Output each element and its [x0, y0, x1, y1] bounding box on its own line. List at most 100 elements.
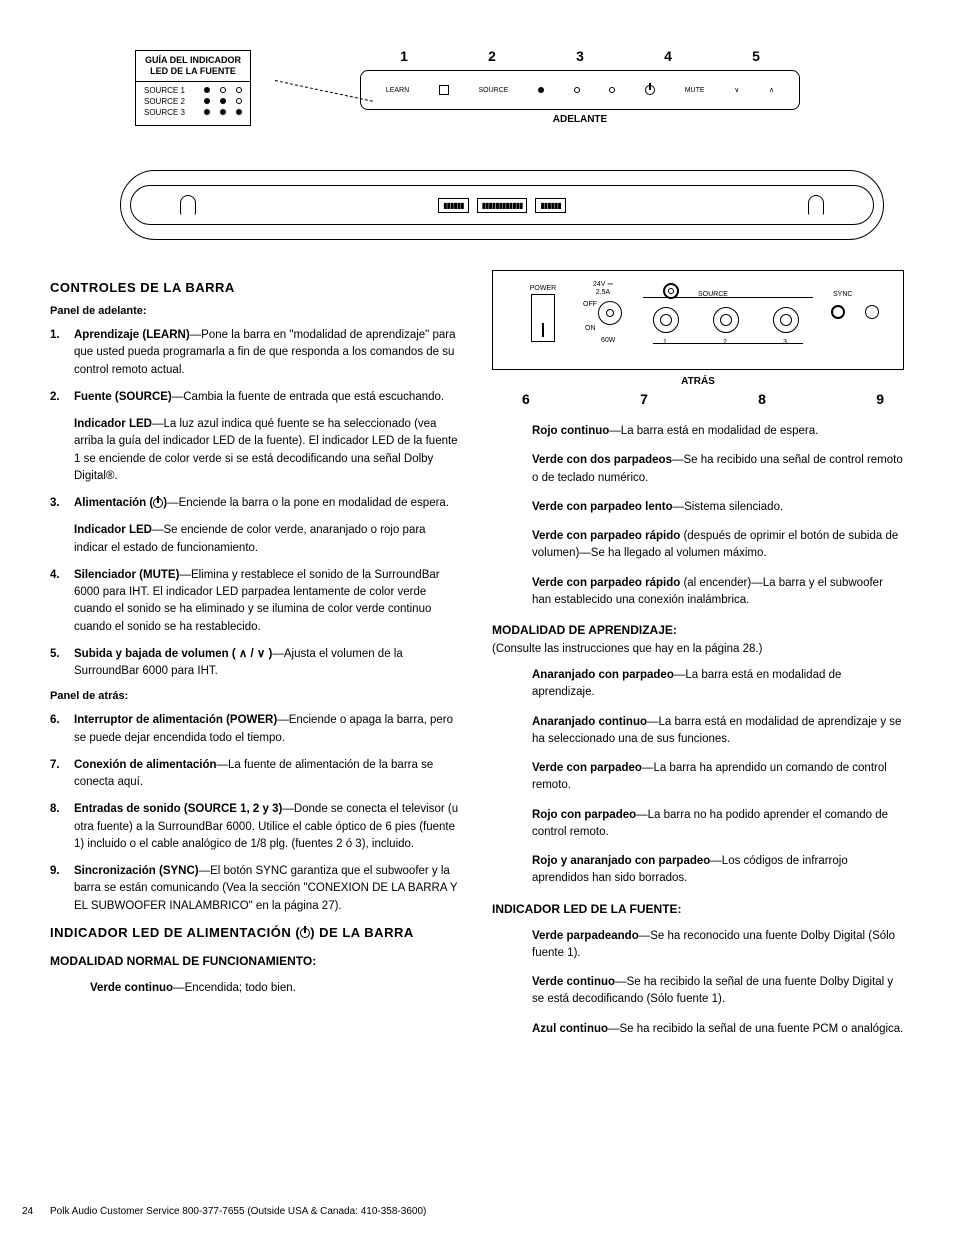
- num-6: 6: [522, 391, 530, 407]
- jack-2-icon: [713, 307, 739, 333]
- mount-loop-icon: [180, 195, 196, 215]
- off-label: OFF: [583, 301, 597, 308]
- status-item: Rojo con parpadeo—La barra no ha podido …: [532, 807, 904, 842]
- vol-up-icon: ∧: [769, 86, 774, 94]
- list-item: 7.Conexión de alimentación—La fuente de …: [74, 757, 462, 792]
- item-num: 4.: [50, 567, 60, 584]
- mount-loop-icon: [808, 195, 824, 215]
- list-item: 5.Subida y bajada de volumen ( ∧ / ∨ )—A…: [74, 646, 462, 681]
- status-title: Verde con parpadeo rápido: [532, 577, 680, 589]
- status-title: Anaranjado con parpadeo: [532, 669, 674, 681]
- item-num: 5.: [50, 646, 60, 663]
- status-title: Azul continuo: [532, 1023, 608, 1035]
- src-led-icon: [538, 87, 544, 93]
- status-title: Verde con parpadeo: [532, 762, 642, 774]
- para-title: Indicador LED: [74, 524, 152, 536]
- on-label: ON: [585, 325, 596, 332]
- num-2: 2: [488, 48, 496, 64]
- power-conn-icon: [598, 301, 622, 325]
- status-item: Verde continuo—Encendida; todo bien.: [90, 980, 462, 997]
- sub-front: Panel de adelante:: [50, 305, 462, 317]
- front-panel: LEARN SOURCE MUTE ∨ ∧ ADELANTE: [360, 70, 800, 125]
- connector-line: [275, 80, 373, 102]
- amp-label: 2.5A: [596, 289, 610, 296]
- learn-button-icon: [439, 85, 449, 95]
- item-title: Sincronización (SYNC): [74, 865, 199, 877]
- item-title: Conexión de alimentación: [74, 759, 217, 771]
- sub-normal: MODALIDAD NORMAL DE FUNCIONAMIENTO:: [50, 954, 462, 968]
- vol-down-icon: ∨: [734, 86, 739, 94]
- list-item: 8.Entradas de sonido (SOURCE 1, 2 y 3)—D…: [74, 801, 462, 853]
- sub-src-led: INDICADOR LED DE LA FUENTE:: [492, 902, 904, 916]
- num-9: 9: [876, 391, 884, 407]
- status-desc: —Se ha recibido la señal de una fuente P…: [608, 1023, 903, 1035]
- status-title: Rojo y anaranjado con parpadeo: [532, 855, 710, 867]
- led-guide-title-1: GUÍA DEL INDICADOR: [145, 55, 241, 65]
- sub-learn: MODALIDAD DE APRENDIZAJE:: [492, 623, 904, 637]
- item-title: Aprendizaje (LEARN): [74, 329, 190, 341]
- power-label: POWER: [513, 285, 573, 292]
- source-line: [643, 297, 813, 298]
- sync-button-icon: [831, 305, 845, 319]
- status-item: Verde con parpadeo rápido (al encender)—…: [532, 575, 904, 610]
- learn-label: LEARN: [386, 87, 409, 94]
- right-column: POWER 24V ⎓2.5A OFF ON 60W SOURCE 1 2 3 …: [492, 270, 904, 1050]
- item-num: 7.: [50, 757, 60, 774]
- atras-label: ATRÁS: [492, 376, 904, 387]
- status-item: Rojo continuo—La barra está en modalidad…: [532, 423, 904, 440]
- led-row-2: SOURCE 2: [144, 97, 194, 106]
- jack-1-icon: [653, 307, 679, 333]
- status-item: Anaranjado con parpadeo—La barra está en…: [532, 667, 904, 702]
- heading-text-a: INDICADOR LED DE ALIMENTACIÓN (: [50, 925, 300, 940]
- item-desc: —Enciende la barra o la pone en modalida…: [167, 497, 449, 509]
- status-item: Verde con parpadeo—La barra ha aprendido…: [532, 760, 904, 795]
- num-3: 3: [576, 48, 584, 64]
- power-icon: [300, 928, 310, 938]
- jack-num-3: 3: [783, 339, 787, 346]
- status-item: Verde parpadeando—Se ha reconocido una f…: [532, 928, 904, 963]
- grille-icon: ▮▮▮▮▮▮: [438, 198, 468, 213]
- item-num: 6.: [50, 712, 60, 729]
- item-num: 2.: [50, 389, 60, 406]
- src-led-icon: [609, 87, 615, 93]
- adelante-label: ADELANTE: [360, 114, 800, 125]
- jack-num-1: 1: [663, 339, 667, 346]
- power-icon: [645, 85, 655, 95]
- footer-text: Polk Audio Customer Service 800-377-7655…: [50, 1206, 426, 1217]
- status-item: Verde con dos parpadeos—Se ha recibido u…: [532, 452, 904, 487]
- status-item: Verde continuo—Se ha recibido la señal d…: [532, 974, 904, 1009]
- status-item: Verde con parpadeo lento—Sistema silenci…: [532, 499, 904, 516]
- status-title: Verde continuo: [90, 982, 173, 994]
- sub-back: Panel de atrás:: [50, 690, 462, 702]
- list-item: 3.Alimentación ()—Enciende la barra o la…: [74, 495, 462, 512]
- jack-3-icon: [773, 307, 799, 333]
- list-item: 6.Interruptor de alimentación (POWER)—En…: [74, 712, 462, 747]
- status-item: Rojo y anaranjado con parpadeo—Los códig…: [532, 853, 904, 888]
- status-title: Verde parpadeando: [532, 930, 639, 942]
- sync-led-icon: [865, 305, 879, 319]
- para-title: Indicador LED: [74, 418, 152, 430]
- led-row-1: SOURCE 1: [144, 86, 194, 95]
- item-title: Fuente (SOURCE): [74, 391, 172, 403]
- status-title: Verde con parpadeo rápido: [532, 530, 680, 542]
- list-item: 1.Aprendizaje (LEARN)—Pone la barra en "…: [74, 327, 462, 379]
- heading-text-b: ) DE LA BARRA: [310, 925, 414, 940]
- page-number: 24: [22, 1206, 33, 1217]
- led-guide-box: GUÍA DEL INDICADOR LED DE LA FUENTE SOUR…: [135, 50, 251, 126]
- status-desc: —La barra está en modalidad de espera.: [609, 425, 818, 437]
- item-num: 3.: [50, 495, 60, 512]
- list-item: 9.Sincronización (SYNC)—El botón SYNC ga…: [74, 863, 462, 915]
- item-title-sep: /: [247, 648, 257, 660]
- item-title: Alimentación (: [74, 497, 153, 509]
- num-7: 7: [640, 391, 648, 407]
- heading-controles: CONTROLES DE LA BARRA: [50, 280, 462, 295]
- led-row-3: SOURCE 3: [144, 108, 194, 117]
- heading-led-power: INDICADOR LED DE ALIMENTACIÓN ( ) DE LA B…: [50, 925, 462, 940]
- bar-inner: ▮▮▮▮▮▮ ▮▮▮▮▮▮▮▮▮▮▮▮ ▮▮▮▮▮▮: [130, 185, 874, 225]
- num-5: 5: [752, 48, 760, 64]
- item-num: 8.: [50, 801, 60, 818]
- para-led1: Indicador LED—La luz azul indica qué fue…: [74, 416, 462, 485]
- item-title: Interruptor de alimentación (POWER): [74, 714, 277, 726]
- num-4: 4: [664, 48, 672, 64]
- item-title: Entradas de sonido (SOURCE 1, 2 y 3): [74, 803, 282, 815]
